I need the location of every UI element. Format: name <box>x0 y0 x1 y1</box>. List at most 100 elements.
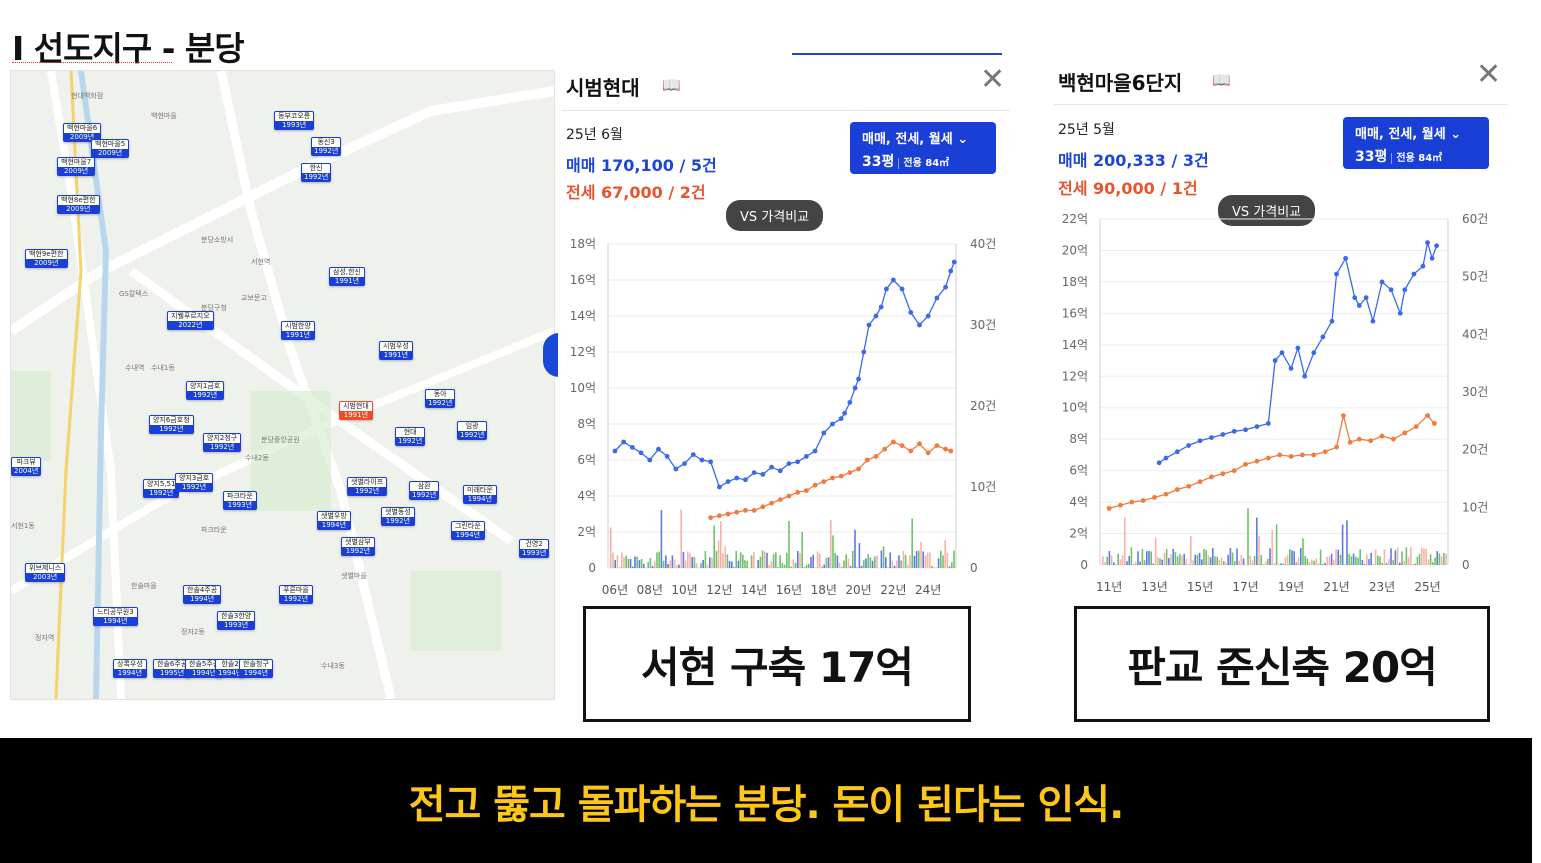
data-point <box>1163 455 1169 461</box>
data-point <box>734 509 740 515</box>
data-point <box>948 448 954 454</box>
close-icon[interactable]: ✕ <box>1476 57 1502 92</box>
volume-bar <box>665 555 667 568</box>
right-price-chart[interactable]: 22억 20억 18억 16억 14억 12억 10억 8억 6억 4억 2억 0 60건 50건 40건 3… <box>1050 213 1510 600</box>
volume-bar <box>920 541 922 568</box>
map-marker[interactable]: 임광 1992년 <box>457 421 488 440</box>
map-marker[interactable]: 지웰푸르지오 2022년 <box>167 311 214 330</box>
map-marker[interactable]: 미래타운 1994년 <box>463 485 497 504</box>
map-marker[interactable]: 건영2 1993년 <box>519 539 550 558</box>
map-marker[interactable]: 샛별우방 1994년 <box>317 511 351 530</box>
volume-bar <box>671 555 674 568</box>
y2-tick-label: 10건 <box>1462 500 1488 514</box>
map-book-icon[interactable]: 📖 <box>1212 71 1231 89</box>
map-place-label: 분당중앙공원 <box>261 436 300 444</box>
volume-bar <box>1119 559 1122 565</box>
map-marker[interactable]: 삼성,한신 1991년 <box>329 267 365 286</box>
map-marker[interactable]: 상록우성 1994년 <box>113 659 147 678</box>
map-marker[interactable]: 시범우성 1991년 <box>379 341 413 360</box>
volume-bar <box>1324 562 1326 565</box>
map-book-icon[interactable]: 📖 <box>662 76 681 94</box>
map-marker[interactable]: 시범한양 1991년 <box>281 321 315 340</box>
map-marker[interactable]: 양지1금호 1992년 <box>186 381 225 400</box>
map-marker[interactable]: 느티공무원3 1994년 <box>93 607 138 626</box>
volume-bar <box>836 555 839 568</box>
data-point <box>751 470 757 475</box>
volume-bar <box>737 560 740 568</box>
y-tick-label: 10억 <box>1062 401 1088 415</box>
vs-compare-button[interactable]: VS 가격비교 <box>1218 195 1316 226</box>
data-point <box>1347 439 1353 445</box>
map-marker[interactable]: 그린타운 1994년 <box>451 521 485 540</box>
map-marker[interactable]: 삼환 1992년 <box>409 481 440 500</box>
volume-bar <box>742 554 744 568</box>
marker-name: 위브제니스 <box>25 563 66 573</box>
volume-bar <box>1143 560 1146 565</box>
marker-name: 푸른마을 <box>279 585 313 595</box>
data-point <box>743 477 748 483</box>
left-price-chart[interactable]: 18억 16억 14억 12억 10억 8억 6억 4억 2억 0 40건 30건 20건 10건 0 06년… <box>558 216 1013 603</box>
y2-tick-label: 20건 <box>1462 443 1488 457</box>
data-point <box>656 446 661 452</box>
volume-bar <box>1445 553 1447 565</box>
map-marker[interactable]: 한솔4주공 1994년 <box>183 585 222 604</box>
filter-area: 전용 84㎡ <box>898 158 950 169</box>
volume-bar <box>902 550 905 568</box>
map-marker[interactable]: 양지2청구 1992년 <box>203 433 242 452</box>
data-point <box>1379 433 1385 439</box>
x-tick-label: 06년 <box>602 583 628 597</box>
volume-bar <box>1291 550 1293 565</box>
map-marker[interactable]: 위브제니스 2003년 <box>25 563 66 582</box>
map-marker[interactable]: 샛별삼부 1992년 <box>341 537 375 556</box>
volume-bar <box>904 554 907 568</box>
volume-bar <box>614 560 616 568</box>
map-edge-toggle[interactable] <box>543 333 559 377</box>
chevron-down-icon: ⌄ <box>957 132 969 147</box>
close-icon[interactable]: ✕ <box>980 62 1006 97</box>
map-marker[interactable]: 동부코오롱 1993년 <box>274 111 315 130</box>
map-marker[interactable]: 파크뷰 2004년 <box>11 457 42 476</box>
marker-year: 1993년 <box>217 621 256 630</box>
map-marker[interactable]: 한신 1992년 <box>301 163 332 182</box>
left-deal-filter-dropdown[interactable]: 매매, 전세, 월세 ⌄ 33평 전용 84㎡ <box>850 122 996 174</box>
volume-bar <box>1278 564 1280 565</box>
map-marker[interactable]: 동신3 1992년 <box>311 137 342 156</box>
volume-bar <box>1240 554 1243 565</box>
volume-bar <box>700 562 702 568</box>
volume-bar <box>629 558 632 568</box>
map-marker[interactable]: 시범현대 1991년 <box>339 401 373 420</box>
volume-bar <box>1150 551 1152 565</box>
volume-bar <box>1330 553 1333 565</box>
map-marker[interactable]: 샛별라이프 1992년 <box>347 477 388 496</box>
volume-bar <box>821 566 823 568</box>
map-marker[interactable]: 현대 1992년 <box>395 427 426 446</box>
map-marker[interactable]: 양지5,51 1992년 <box>143 479 180 498</box>
volume-bar <box>739 552 742 568</box>
map-marker[interactable]: 백현마을6 2009년 <box>63 123 102 142</box>
volume-bar <box>711 557 713 568</box>
map-marker[interactable]: 샛별동성 1992년 <box>381 507 415 526</box>
right-deal-filter-dropdown[interactable]: 매매, 전세, 월세 ⌄ 33평 전용 84㎡ <box>1343 117 1489 169</box>
marker-name: 느티공무원3 <box>93 607 138 617</box>
map-marker[interactable]: 백현마을7 2009년 <box>57 157 96 176</box>
map-marker[interactable]: 파크타운 1993년 <box>223 491 257 510</box>
map-marker[interactable]: 동아 1992년 <box>425 389 456 408</box>
data-point <box>1300 452 1305 458</box>
map-marker[interactable]: 한솔3한양 1993년 <box>217 611 256 630</box>
map-marker[interactable]: 양지6금호청 1992년 <box>149 415 194 434</box>
data-point <box>1320 334 1326 340</box>
map-place-label: 샛별마을 <box>341 572 367 580</box>
vs-compare-button[interactable]: VS 가격비교 <box>726 200 824 231</box>
map-marker[interactable]: 백현8e편한 2009년 <box>57 195 100 214</box>
volume-bar <box>832 535 834 568</box>
map-marker[interactable]: 양지3금호 1992년 <box>175 473 214 492</box>
map-marker[interactable]: 푸른마을 1992년 <box>279 585 313 604</box>
map-marker[interactable]: 백현마을5 2009년 <box>91 139 130 158</box>
map-marker[interactable]: 한솔청구 1994년 <box>239 659 273 678</box>
map-marker[interactable]: 백현9e편한 2009년 <box>25 249 68 268</box>
volume-bar <box>1172 549 1174 565</box>
marker-year: 1992년 <box>203 443 242 452</box>
y-tick-label: 0 <box>1080 558 1088 572</box>
volume-bar <box>645 567 647 568</box>
